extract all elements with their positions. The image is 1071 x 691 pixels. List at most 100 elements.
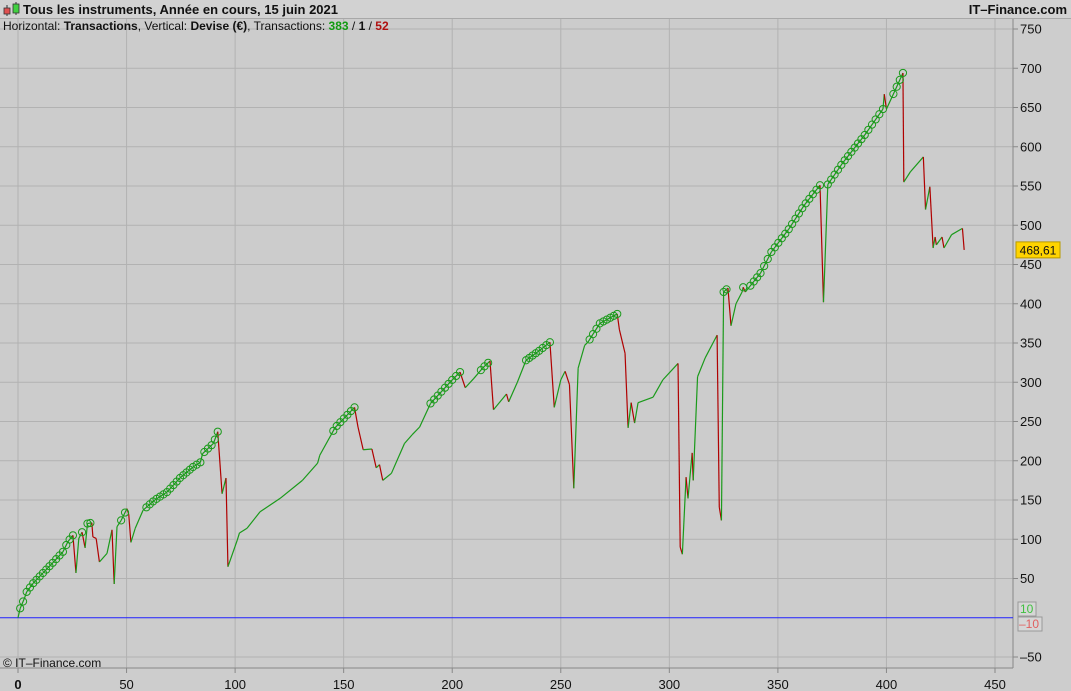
x-tick-label: 400 (876, 677, 898, 691)
equity-segment (489, 361, 495, 410)
new-high-marker (878, 104, 888, 114)
upper-zero-label: 10 (1020, 602, 1034, 616)
y-tick-label: 550 (1020, 179, 1042, 194)
equity-segment (227, 539, 238, 567)
equity-segment (553, 379, 562, 408)
new-high-marker (350, 403, 359, 412)
equity-segment (62, 541, 69, 553)
title-bar: Tous les instruments, Année en cours, 15… (0, 0, 1071, 19)
equity-segment (411, 426, 421, 436)
x-tick-label: 100 (224, 677, 246, 691)
equity-segment (803, 184, 821, 206)
lower-zero-tag (1017, 616, 1043, 632)
x-tick-label: 50 (119, 677, 133, 691)
equity-segment (505, 393, 510, 403)
y-tick-label: 250 (1020, 414, 1042, 429)
new-high-marker (889, 89, 898, 99)
new-high-marker (16, 604, 25, 613)
equity-segment (482, 360, 491, 369)
candlestick-logo-icon (3, 2, 20, 16)
brand-name: IT–Finance.com (968, 2, 1067, 17)
equity-segment (134, 509, 144, 529)
equity-segment (618, 329, 626, 354)
equity-segment (239, 527, 248, 534)
lower-zero-label: –10 (1019, 617, 1039, 631)
equity-segment (357, 426, 364, 450)
equity-segment (128, 514, 132, 543)
equity-segment (317, 455, 321, 464)
equity-segment (924, 186, 931, 210)
equity-segment (687, 452, 693, 499)
equity-segment (662, 363, 679, 381)
equity-segment (827, 162, 844, 185)
equity-segment (382, 472, 392, 481)
equity-segment (822, 184, 829, 303)
last-value-label: 468,61 (1020, 243, 1057, 257)
equity-segment (697, 357, 706, 377)
y-tick-label: 700 (1020, 61, 1042, 76)
equity-segment (894, 72, 904, 91)
chart-settings-line: Horizontal: Transactions, Vertical: Devi… (3, 19, 389, 33)
equity-segment (681, 477, 687, 555)
horizontal-value: Transactions (63, 19, 138, 33)
new-high-marker (117, 516, 126, 525)
equity-segment (95, 538, 101, 563)
equity-segment (730, 303, 737, 326)
y-tick-label: 400 (1020, 296, 1042, 311)
equity-segment (637, 396, 654, 404)
equity-segment (378, 464, 384, 481)
x-tick-label: 250 (550, 677, 572, 691)
equity-segment (568, 384, 575, 489)
equity-segment (961, 228, 965, 250)
equity-segment (98, 552, 108, 563)
transactions-won: 383 (328, 19, 349, 33)
horizontal-label: Horizontal: (3, 19, 61, 33)
new-high-marker (722, 285, 731, 294)
equity-segment (419, 403, 432, 428)
equity-segment (704, 334, 718, 359)
equity-segment (770, 228, 790, 253)
equity-segment (17, 608, 21, 618)
new-high-marker (68, 531, 78, 540)
separator: / (348, 19, 359, 33)
equity-segment (225, 478, 229, 567)
copyright: © IT–Finance.com (3, 656, 102, 670)
equity-segment (864, 108, 884, 136)
y-tick-label: 300 (1020, 375, 1042, 390)
equity-segment (692, 376, 699, 481)
equity-segment (120, 508, 128, 521)
equity-segment (934, 236, 937, 245)
equity-segment (727, 288, 732, 326)
y-tick-label: 750 (1020, 22, 1042, 37)
y-tick-label: 650 (1020, 100, 1042, 115)
x-tick-label: 450 (984, 677, 1006, 691)
y-tick-label: 450 (1020, 257, 1042, 272)
new-high-marker (545, 338, 555, 347)
equity-segment (42, 562, 54, 574)
new-high-marker (120, 508, 130, 517)
equity-segment (106, 529, 113, 554)
equity-segment (390, 443, 406, 474)
axes: 0 50 100 150 200 250 300 350 400 450 –50 50 100 150 20… (0, 19, 1042, 691)
value-tags: 468,61 10–10 (1015, 241, 1061, 632)
y-tick-label: 200 (1020, 453, 1042, 468)
equity-segment (363, 448, 372, 451)
y-tick-label: 50 (1020, 571, 1034, 586)
equity-segment (202, 443, 214, 455)
equity-segment (192, 461, 201, 468)
y-tick-label: 100 (1020, 532, 1042, 547)
equity-segment (464, 377, 475, 389)
new-high-marker (815, 181, 825, 190)
equity-segment (246, 511, 261, 529)
equity-segment (91, 522, 94, 537)
equity-segment (932, 236, 936, 249)
equity-segment (166, 477, 181, 493)
chart-title: Tous les instruments, Année en cours, 15… (23, 2, 338, 17)
upper-zero-tag (1017, 601, 1037, 617)
equity-segment (627, 402, 632, 428)
new-high-marker (18, 597, 28, 606)
equity-segment (549, 342, 555, 408)
equity-segment (52, 551, 64, 564)
equity-line (17, 72, 965, 618)
